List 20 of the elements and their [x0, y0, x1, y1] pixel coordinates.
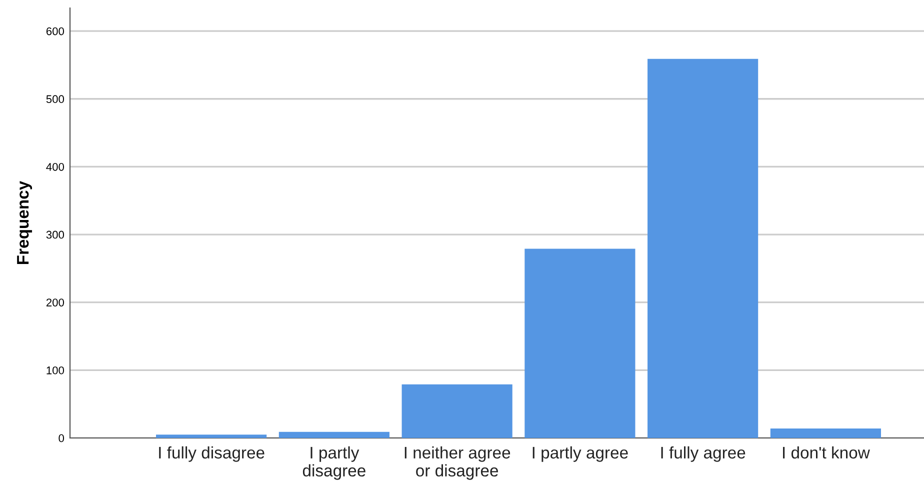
x-tick-label: I fully disagree	[159, 446, 264, 462]
y-tick-label: 400	[46, 162, 64, 171]
bar	[402, 384, 512, 438]
y-tick-label: 600	[46, 27, 64, 36]
y-tick-label: 100	[46, 366, 64, 374]
x-tick-label: I partly disagree	[302, 446, 366, 480]
x-tick-label: I neither agree or disagree	[404, 446, 510, 480]
y-tick-label: 200	[46, 298, 64, 306]
y-tick-label: 0	[58, 434, 64, 442]
x-tick-label: I don't know	[783, 446, 870, 459]
bar	[770, 428, 881, 438]
bar	[156, 434, 267, 438]
y-tick-label: 300	[46, 230, 64, 239]
x-tick-label: I fully agree	[661, 446, 746, 462]
y-tick-label: 500	[46, 95, 64, 104]
bar	[524, 248, 636, 438]
bar	[278, 432, 390, 438]
bar	[648, 58, 758, 438]
x-tick-label: I partly agree	[532, 446, 628, 462]
y-axis-title: Frequency	[17, 180, 32, 264]
